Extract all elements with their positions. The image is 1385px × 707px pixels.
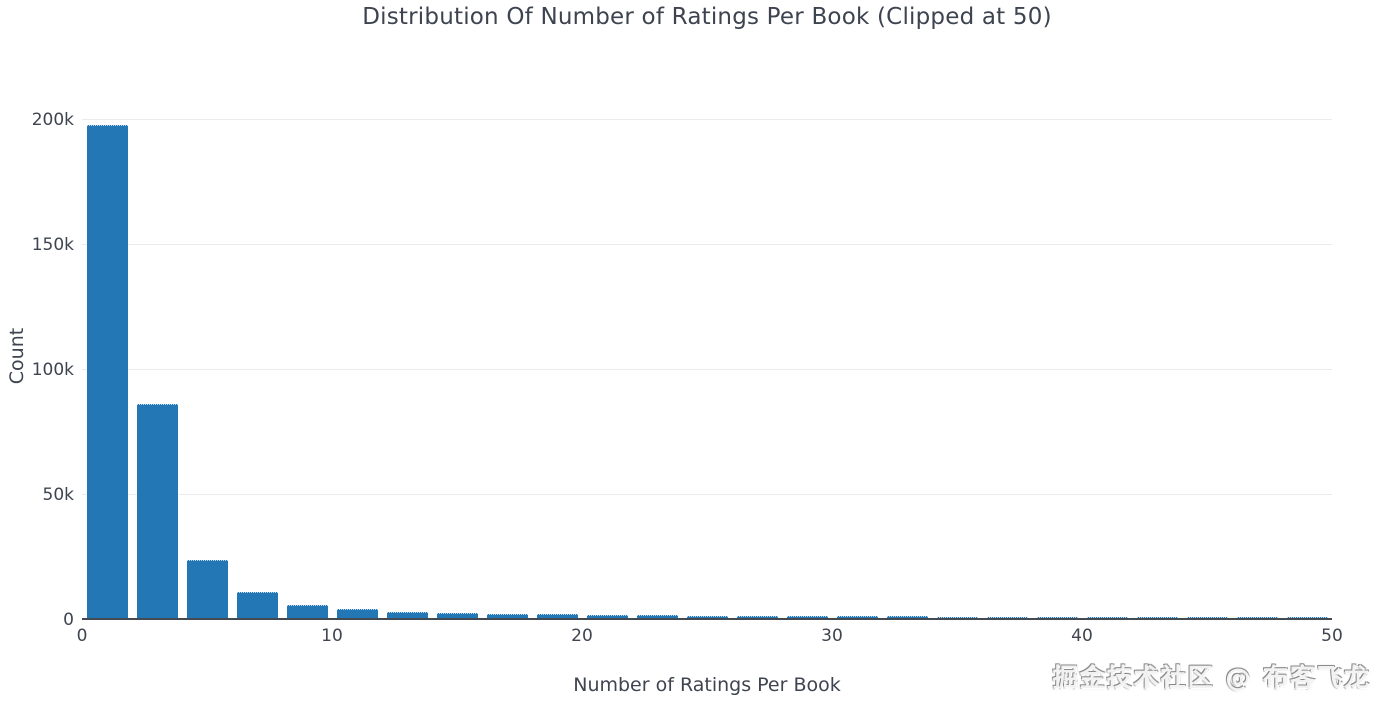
- y-axis-tick-labels: 0 50k 100k 150k 200k: [0, 95, 74, 630]
- histogram-bar: [1236, 617, 1278, 618]
- x-axis-tick-labels: 0 10 20 30 40 50: [77, 626, 1343, 648]
- histogram-bar: [1286, 617, 1328, 618]
- histogram-bar: [1136, 617, 1178, 618]
- gridline-50k: [82, 494, 1332, 495]
- histogram-bar: [386, 612, 428, 618]
- histogram-bar: [586, 615, 628, 618]
- histogram-bar: [936, 617, 978, 618]
- histogram-bar: [636, 615, 678, 618]
- chart-title: Distribution Of Number of Ratings Per Bo…: [362, 4, 1052, 30]
- histogram-bar: [886, 616, 928, 618]
- histogram-bar: [686, 616, 728, 618]
- histogram-bar: [286, 605, 328, 618]
- gridline-100k: [82, 369, 1332, 370]
- y-tick-label: 200k: [31, 110, 74, 130]
- plot-area: [82, 95, 1332, 620]
- x-axis-line: [82, 618, 1332, 620]
- y-tick-label: 100k: [31, 360, 74, 380]
- x-tick-label: 50: [1321, 626, 1343, 646]
- histogram-bar: [986, 617, 1028, 618]
- histogram-bar: [836, 616, 878, 618]
- histogram-bar: [336, 609, 378, 618]
- histogram-bar: [1186, 617, 1228, 618]
- y-tick-label: 50k: [42, 485, 74, 505]
- histogram-bar: [786, 616, 828, 618]
- y-tick-label: 0: [63, 610, 74, 630]
- histogram-bar: [236, 592, 278, 618]
- y-tick-label: 150k: [31, 235, 74, 255]
- histogram-bar: [486, 614, 528, 618]
- gridline-200k: [82, 119, 1332, 120]
- histogram-bar: [1036, 617, 1078, 618]
- watermark-text: 掘金技术社区 @ 布客飞龙: [1052, 663, 1371, 692]
- x-tick-label: 0: [76, 626, 88, 646]
- x-tick-label: 40: [1071, 626, 1093, 646]
- x-tick-label: 20: [571, 626, 593, 646]
- histogram-bar: [136, 404, 178, 618]
- x-tick-label: 30: [821, 626, 843, 646]
- x-axis-title: Number of Ratings Per Book: [573, 674, 841, 696]
- histogram-bar: [1086, 617, 1128, 618]
- histogram-bar: [86, 125, 128, 618]
- x-tick-label: 10: [321, 626, 343, 646]
- histogram-bar: [536, 614, 578, 618]
- histogram-bar: [436, 613, 478, 618]
- gridline-150k: [82, 244, 1332, 245]
- histogram-bar: [736, 616, 778, 618]
- histogram-bar: [186, 560, 228, 618]
